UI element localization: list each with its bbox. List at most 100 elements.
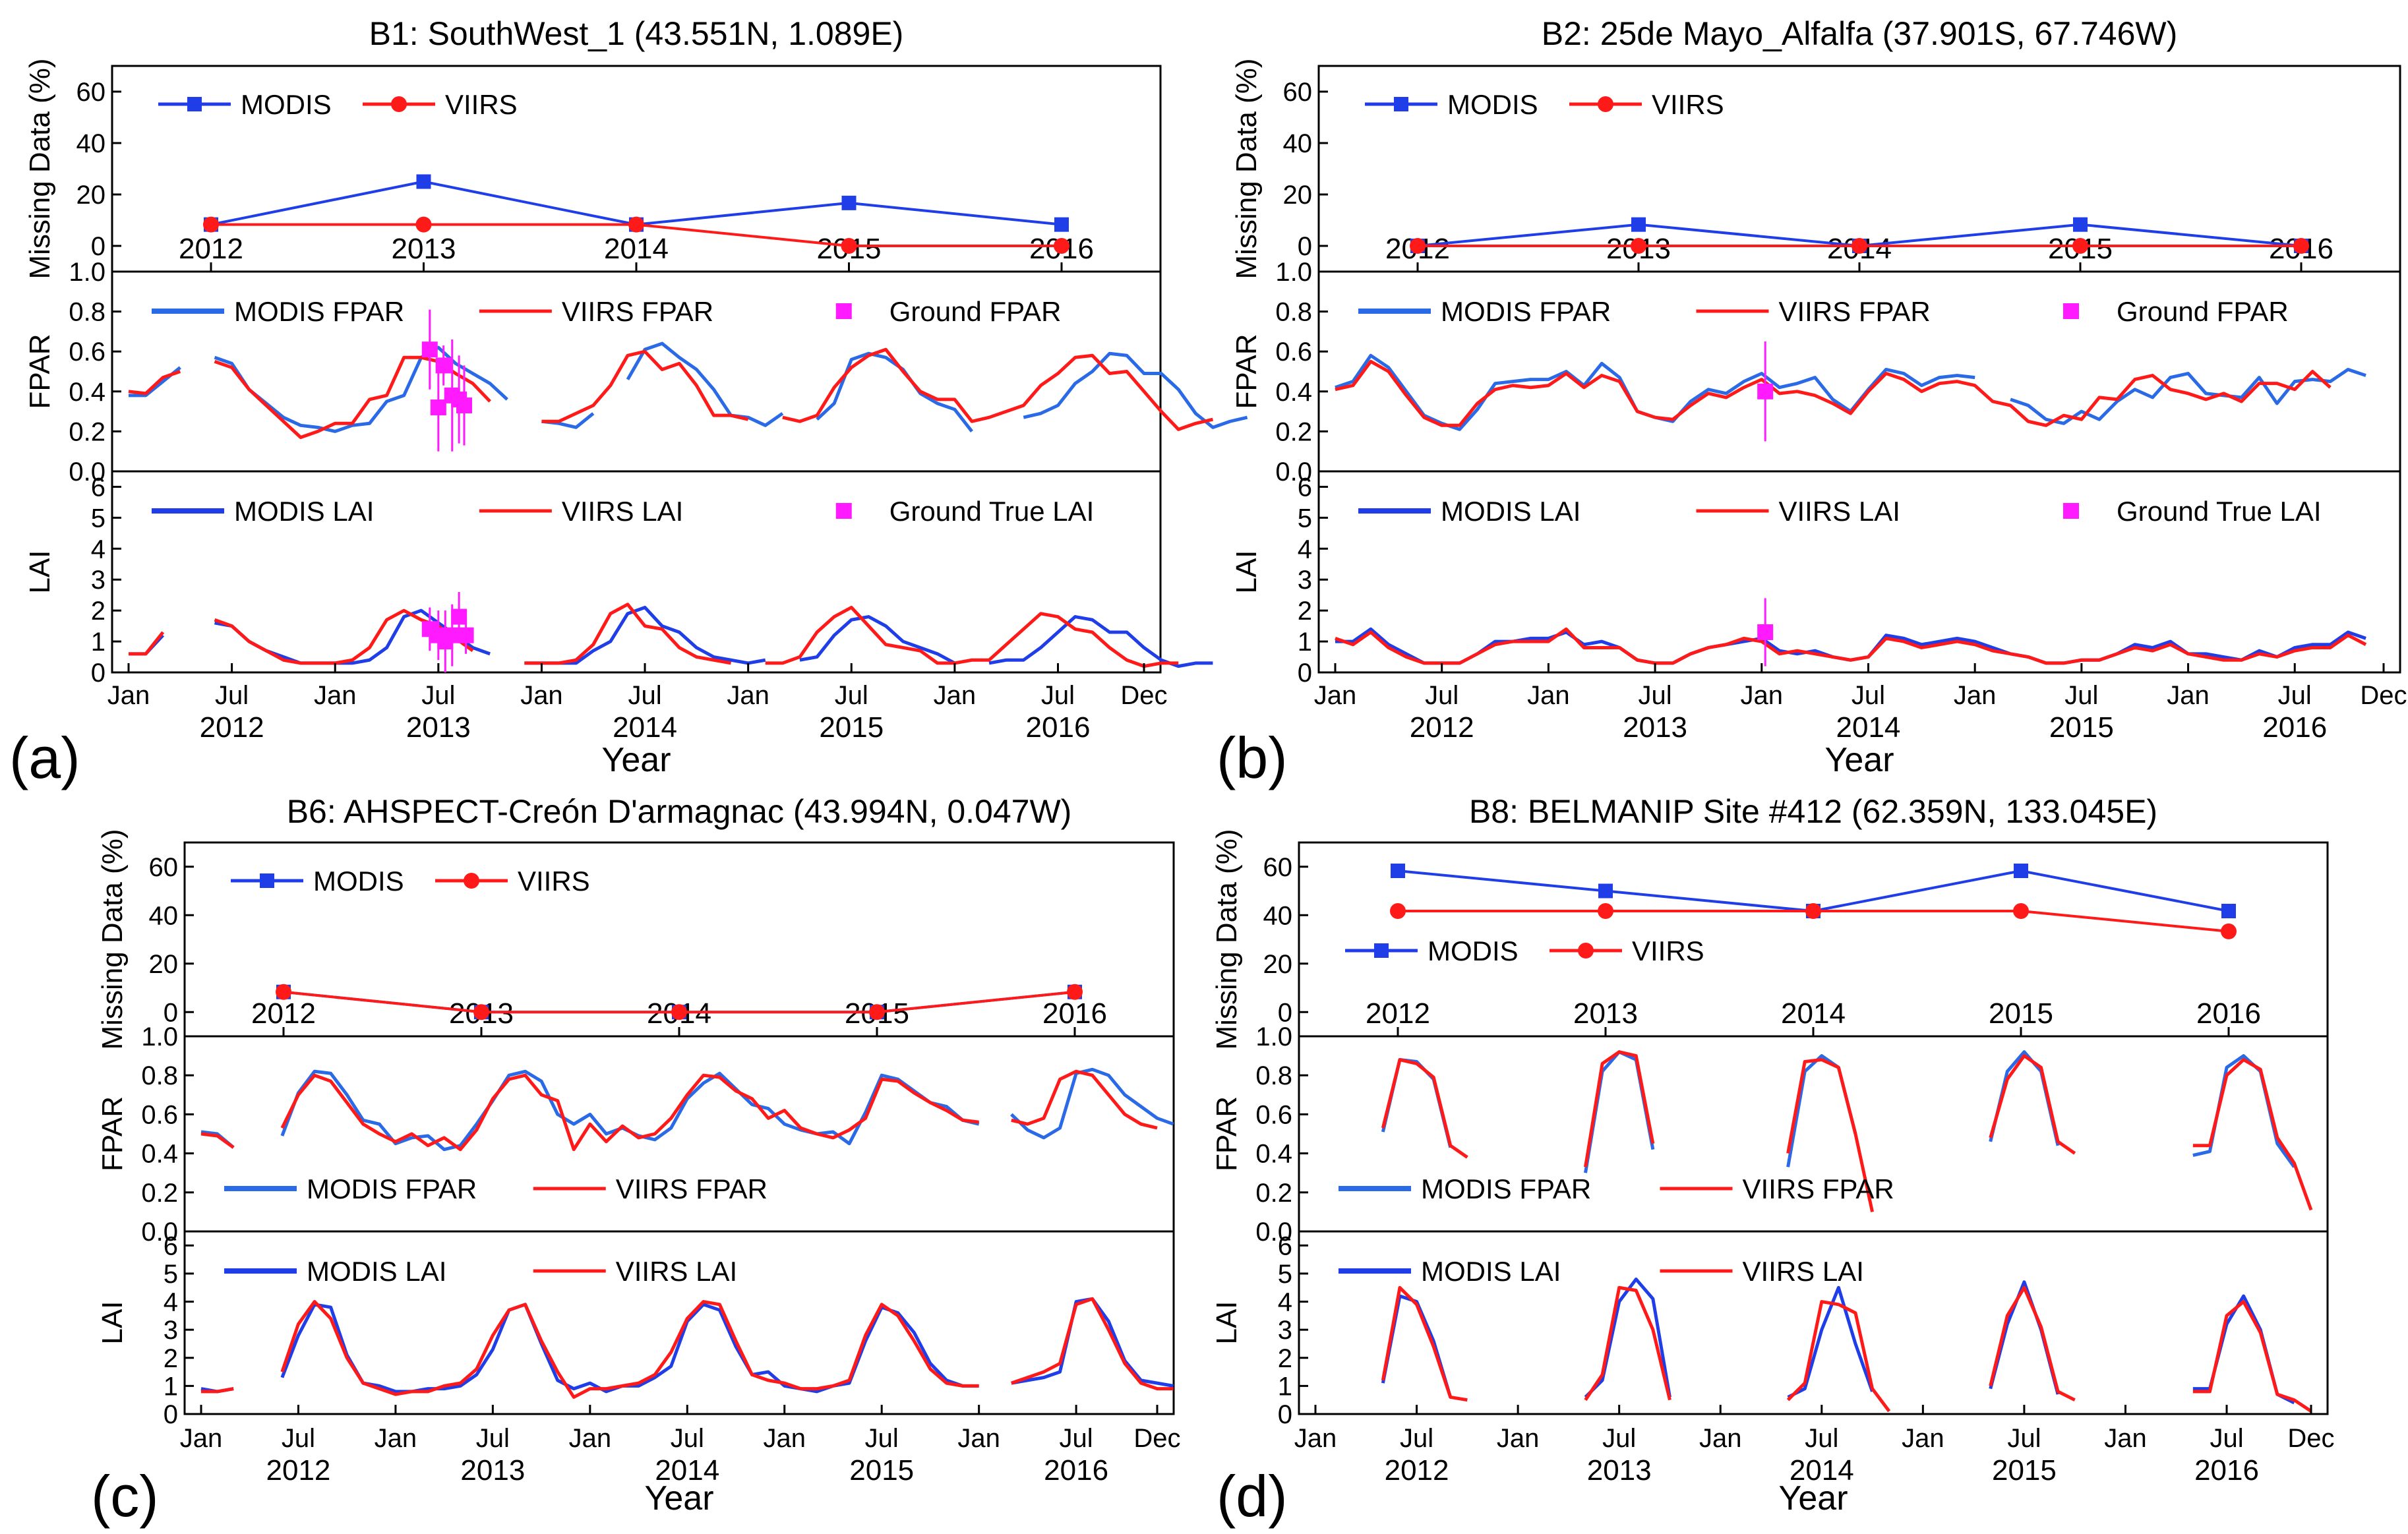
viirs-fpar-line xyxy=(541,349,749,423)
year-tick-label: 2012 xyxy=(1410,711,1474,744)
legend-ground-marker xyxy=(835,503,852,519)
missing-y-tick-label: 60 xyxy=(1283,78,1313,107)
missing-year-label: 2014 xyxy=(604,233,669,265)
viirs-lai-line xyxy=(201,1387,234,1394)
viirs-missing-marker xyxy=(473,1004,489,1020)
lai-y-tick-label: 2 xyxy=(1298,597,1312,626)
panel-label: (d) xyxy=(1217,1463,1288,1529)
missing-y-tick-label: 40 xyxy=(149,901,179,930)
x-axis-label: Year xyxy=(1824,741,1894,779)
year-tick-label: 2014 xyxy=(1836,711,1901,744)
legend-viirs-marker xyxy=(1578,943,1594,959)
missing-y-tick-label: 60 xyxy=(76,78,106,107)
lai-y-tick-label: 2 xyxy=(164,1344,178,1373)
legend-modis-marker xyxy=(1394,97,1408,111)
viirs-missing-marker xyxy=(1598,903,1613,920)
viirs-lai-line xyxy=(1786,1300,1891,1413)
viirs-lai-line xyxy=(524,603,732,665)
modis-missing-marker xyxy=(416,174,431,189)
modis-missing-marker xyxy=(1391,863,1405,878)
month-tick-label: Jul xyxy=(1851,681,1885,710)
month-tick-label: Jul xyxy=(671,1424,704,1453)
ground-fpar-marker xyxy=(421,341,438,358)
legend-lai-label: VIIRS LAI xyxy=(1743,1256,1864,1287)
month-tick-label: Jan xyxy=(934,681,977,710)
month-tick-label: Jan xyxy=(1527,681,1570,710)
year-tick-label: 2012 xyxy=(1385,1454,1449,1487)
year-tick-label: 2016 xyxy=(2262,711,2327,744)
fpar-y-tick-label: 1.0 xyxy=(141,1022,178,1051)
modis-fpar-line xyxy=(1010,1067,1174,1140)
lai-y-tick-label: 6 xyxy=(1298,473,1312,502)
viirs-missing-marker xyxy=(841,238,857,254)
lai-y-tick-label: 0 xyxy=(91,659,105,688)
modis-lai-line xyxy=(2192,1294,2295,1405)
modis-lai-line xyxy=(799,615,956,665)
ground-lai-marker xyxy=(458,627,474,643)
legend-fpar-label: VIIRS FPAR xyxy=(1779,296,1931,327)
lai-y-tick-label: 3 xyxy=(1298,566,1312,595)
panel-b: B2: 25de Mayo_Alfalfa (37.901S, 67.746W)… xyxy=(1217,15,2407,790)
year-tick-label: 2016 xyxy=(1044,1454,1108,1487)
month-tick-label: Jul xyxy=(2278,681,2312,710)
lai-y-axis-label: LAI xyxy=(24,550,56,593)
viirs-missing-marker xyxy=(2293,238,2309,254)
legend-lai-label: Ground True LAI xyxy=(2117,496,2322,527)
month-tick-label: Jan xyxy=(314,681,357,710)
viirs-missing-marker xyxy=(1067,984,1083,1000)
year-tick-label: 2013 xyxy=(1587,1454,1652,1487)
legend-modis-label: MODIS xyxy=(1428,935,1519,966)
month-tick-label: Jul xyxy=(2210,1424,2243,1453)
modis-fpar-line xyxy=(816,351,973,432)
month-tick-label: Jan xyxy=(1902,1424,1944,1453)
viirs-fpar-line xyxy=(1335,359,2332,427)
fpar-y-tick-label: 0.4 xyxy=(1255,1140,1292,1169)
month-tick-label: Dec xyxy=(1120,681,1167,710)
modis-missing-marker xyxy=(2073,217,2088,232)
fpar-y-axis-label: FPAR xyxy=(24,334,56,409)
fpar-y-tick-label: 1.0 xyxy=(1255,1022,1292,1051)
month-tick-label: Jan xyxy=(727,681,769,710)
month-tick-label: Jul xyxy=(1400,1424,1433,1453)
viirs-missing-marker xyxy=(1851,238,1867,254)
fpar-y-tick-label: 1.0 xyxy=(69,258,105,287)
legend-lai-label: MODIS LAI xyxy=(307,1256,446,1287)
modis-missing-marker xyxy=(1054,217,1069,232)
year-tick-label: 2013 xyxy=(1623,711,1687,744)
legend-modis-label: MODIS xyxy=(1447,89,1538,120)
lai-y-tick-label: 4 xyxy=(91,535,105,564)
modis-fpar-line xyxy=(1786,1054,1857,1167)
fpar-y-tick-label: 0.6 xyxy=(1275,338,1312,367)
month-tick-label: Jul xyxy=(835,681,868,710)
missing-year-label: 2015 xyxy=(1989,997,2053,1030)
lai-y-tick-label: 1 xyxy=(91,628,105,657)
month-tick-label: Jul xyxy=(1041,681,1075,710)
lai-y-tick-label: 3 xyxy=(91,566,105,595)
modis-missing-marker xyxy=(1598,883,1613,899)
viirs-lai-line xyxy=(1381,1285,1468,1402)
missing-year-label: 2013 xyxy=(392,233,456,265)
missing-year-label: 2016 xyxy=(1042,997,1107,1030)
fpar-y-tick-label: 0.4 xyxy=(141,1140,178,1169)
legend-fpar-label: VIIRS FPAR xyxy=(1743,1173,1894,1204)
month-tick-label: Jan xyxy=(569,1424,612,1453)
lai-y-tick-label: 5 xyxy=(91,504,105,533)
viirs-fpar-line xyxy=(1011,1069,1158,1130)
chart-title: B6: AHSPECT-Creón D'armagnac (43.994N, 0… xyxy=(287,793,1072,830)
modis-lai-line xyxy=(1787,1285,1874,1399)
month-tick-label: Jan xyxy=(1314,681,1357,710)
panel-label: (b) xyxy=(1217,725,1288,790)
viirs-missing-marker xyxy=(671,1004,687,1020)
chart-title: B8: BELMANIP Site #412 (62.359N, 133.045… xyxy=(1469,793,2157,830)
viirs-missing-marker xyxy=(1631,238,1646,254)
fpar-y-tick-label: 0.8 xyxy=(141,1061,178,1090)
fpar-y-tick-label: 0.6 xyxy=(69,338,105,367)
x-axis-label: Year xyxy=(601,741,671,779)
missing-y-tick-label: 60 xyxy=(1263,853,1293,882)
month-tick-label: Jan xyxy=(1741,681,1784,710)
legend-fpar-label: VIIRS FPAR xyxy=(562,296,713,327)
month-tick-label: Dec xyxy=(2360,681,2407,710)
viirs-missing-marker xyxy=(1410,238,1426,254)
missing-y-tick-label: 0 xyxy=(91,232,105,261)
panel-label: (a) xyxy=(9,725,80,790)
